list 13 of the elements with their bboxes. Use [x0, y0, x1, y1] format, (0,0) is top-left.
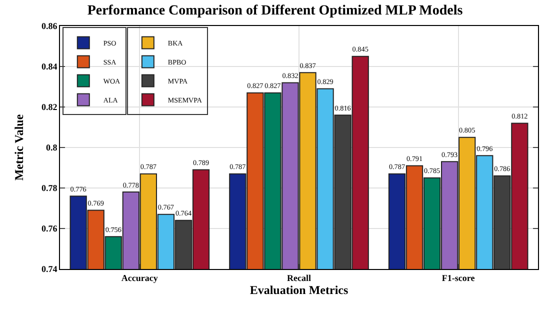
y-tick-label: 0.82: [41, 102, 58, 112]
x-tick-label: F1-score: [442, 272, 475, 283]
y-tick-label: 0.84: [41, 62, 58, 72]
y-tick-label: 0.86: [41, 21, 58, 32]
y-axis-title: Metric Value: [12, 114, 26, 181]
x-axis-title: Evaluation Metrics: [250, 282, 348, 297]
y-tick-label: 0.78: [41, 183, 58, 194]
y-tick-label: 0.8: [46, 142, 58, 153]
y-tick-label: 0.74: [41, 264, 58, 274]
chart-title: Performance Comparison of Different Optimized MLP Models: [87, 4, 464, 19]
x-tick-label: Recall: [287, 272, 312, 283]
x-tick-label: Accuracy: [121, 272, 158, 283]
y-tick-label: 0.76: [41, 224, 58, 234]
